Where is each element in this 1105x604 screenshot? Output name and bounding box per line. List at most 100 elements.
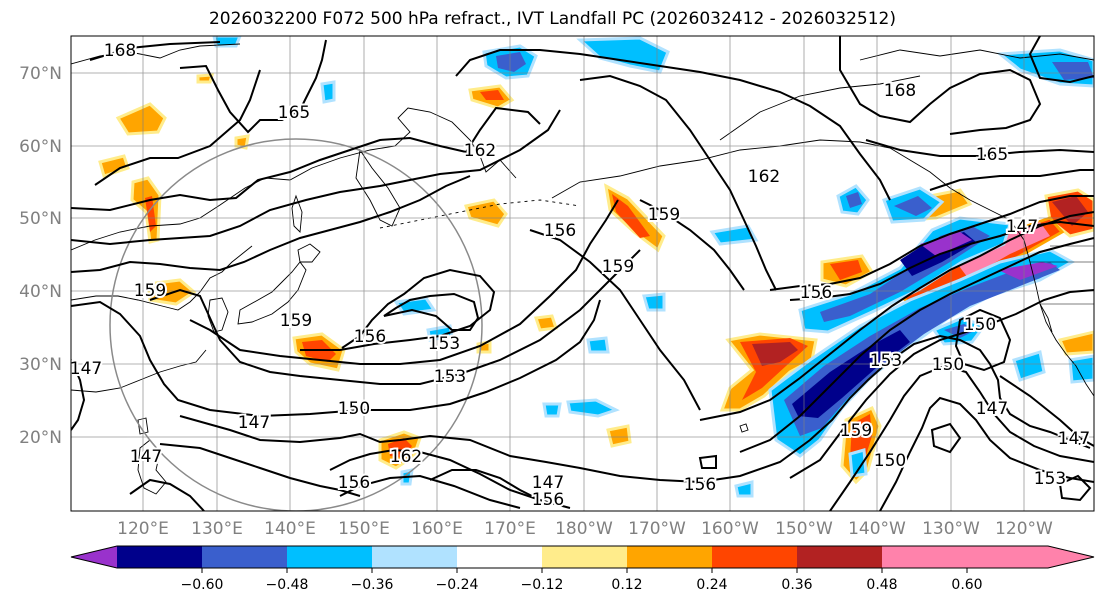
contour-label: 159 [602,257,634,277]
colorbar-tick-label: −0.36 [351,577,394,593]
negative-shading [1068,354,1094,384]
negative-shading [642,292,666,312]
contour-line [71,299,601,418]
contour-label: 153 [428,334,460,354]
contour-label: 162 [464,141,496,161]
contour-line [179,39,327,134]
negative-shading [848,448,868,478]
contour-line [89,41,221,61]
negative-shading [566,398,620,418]
contour-line [149,249,641,385]
positive-shading [98,154,130,178]
contour-label: 159 [648,205,680,225]
contour-line [698,454,717,469]
negative-shading [1052,62,1094,80]
contour-line [383,292,480,331]
positive-shading [388,438,412,458]
longitude-label: 180°W [555,519,613,539]
longitude-label: 170°E [484,519,536,539]
longitude-label: 120°W [995,519,1053,539]
contour-line [1028,36,1094,84]
colorbar: −0.60 −0.48 −0.36 −0.24 −0.12 0.12 0.24 … [70,545,1095,593]
longitude-label: 140°E [264,519,316,539]
longitude-label: 120°E [117,519,169,539]
contour-label: 150 [338,399,370,419]
contour-line [179,334,1091,484]
positive-shading [1057,330,1094,356]
longitude-label: 160°E [411,519,463,539]
longitude-label: 170°W [628,519,686,539]
longitude-label: 130°W [922,519,980,539]
latitude-label: 50°N [19,209,62,229]
contour-line [839,36,1042,135]
contour-label: 168 [884,81,916,101]
positive-shading [196,73,215,84]
contour-label: 156 [354,327,386,347]
positive-shading [533,314,559,332]
contour-label: 162 [390,447,422,467]
colorbar-segment [882,546,1094,568]
contour-label: 156 [800,283,832,303]
range-circle [109,138,483,511]
map-title: 2026032200 F072 500 hPa refract., IVT La… [208,9,896,29]
colorbar-outline [70,545,1095,569]
colorbar-tick-label: 0.24 [696,577,727,593]
contour-line [789,220,1094,301]
contour-labels: 168 165 162 162 159 156 153 153 150 147 … [70,39,1092,511]
longitude-label: 150°W [775,519,833,539]
longitude-label: 140°W [848,519,906,539]
contour-line [455,49,891,201]
contour-label: 153 [870,351,902,371]
longitude-labels: 120°E 130°E 140°E 150°E 160°E 170°E 180°… [117,519,1053,539]
colorbar-segment [202,546,287,568]
contour-label: 147 [976,399,1008,419]
contour-line [159,443,361,497]
contour-label: 156 [338,473,370,493]
coastline-arctic [859,49,1094,61]
positive-shading [752,342,798,366]
colorbar-tick-label: −0.12 [521,577,564,593]
contour-label: 162 [748,167,780,187]
negative-shading [792,330,910,418]
colorbar-segment [457,546,542,568]
contour-line [639,199,745,291]
contour-line [789,289,1094,479]
contour-label: 150 [874,451,906,471]
negative-shading [496,52,526,72]
contour-line [769,195,1094,291]
negative-shading [846,192,862,208]
colorbar-tick-label: 0.36 [781,577,812,593]
coastline-na [1009,219,1094,397]
map-area: 168 165 162 162 159 156 153 153 150 147 … [70,36,1094,511]
contour-line [739,237,1094,453]
colorbar-segment [287,546,372,568]
colorbar-segment [797,546,882,568]
latitude-labels: 70°N 60°N 50°N 40°N 30°N 20°N [19,64,62,448]
positive-shading [115,102,167,136]
coastline-kamchatka [355,148,401,227]
contour-label: 147 [1058,429,1090,449]
negative-shading [998,262,1058,280]
contour-label: 156 [544,221,576,241]
colorbar-segment [542,546,627,568]
coastline-sakhalin [291,194,303,233]
contour-line [929,169,1094,191]
contour-line [579,74,777,291]
contour-line [954,308,1012,372]
refractivity-contours [71,36,1094,511]
negative-shading [709,224,759,246]
coastline-alaska [551,139,1011,221]
contour-label: 147 [70,359,102,379]
contour-label: 156 [532,490,564,510]
negative-shading [894,196,932,216]
contour-label: 153 [434,367,466,387]
coastline-hawaii [739,423,749,433]
positive-shading [606,424,632,448]
contour-line [329,448,571,509]
contour-label: 168 [104,41,136,61]
contour-label: 159 [840,421,872,441]
contour-label: 147 [532,473,564,493]
colorbar-tick-label: −0.60 [181,577,224,593]
contour-line [71,359,86,431]
